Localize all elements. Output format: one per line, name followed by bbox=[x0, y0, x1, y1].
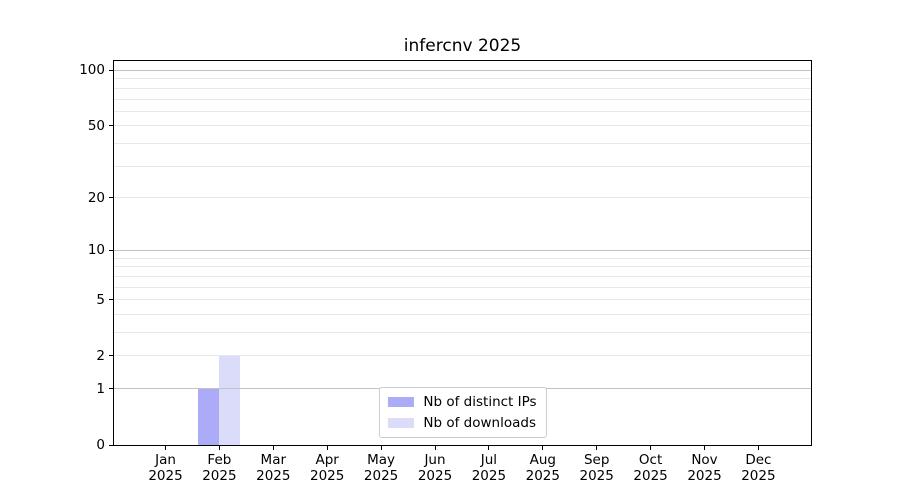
y-axis-tick bbox=[109, 444, 113, 446]
legend-label-distinct-ips: Nb of distinct IPs bbox=[423, 394, 537, 410]
x-tick-label: Jul 2025 bbox=[471, 452, 507, 484]
x-tick-label: Aug 2025 bbox=[525, 452, 560, 484]
gridline bbox=[114, 275, 811, 277]
gridline bbox=[114, 266, 811, 268]
x-axis-tick bbox=[704, 446, 705, 450]
x-tick-label: Feb 2025 bbox=[202, 452, 237, 484]
x-tick-label: Mar 2025 bbox=[256, 452, 291, 484]
x-tick-label: Sep 2025 bbox=[579, 452, 614, 484]
x-axis-tick bbox=[218, 446, 220, 450]
gridline bbox=[114, 165, 811, 167]
x-axis-tick bbox=[596, 446, 598, 450]
gridline bbox=[114, 69, 811, 71]
x-axis-tick bbox=[434, 446, 436, 450]
x-tick-label: May 2025 bbox=[363, 452, 399, 484]
plot-area: Nb of distinct IPs Nb of downloads 0 1 2 5 1… bbox=[79, 60, 812, 484]
gridline bbox=[114, 257, 811, 259]
y-tick-label: 10 bbox=[87, 242, 105, 259]
gridline bbox=[114, 143, 811, 145]
legend-row: Nb of distinct IPs bbox=[387, 394, 537, 410]
gridline bbox=[114, 299, 811, 301]
y-tick-label: 5 bbox=[96, 291, 105, 308]
x-axis-tick bbox=[165, 446, 166, 450]
gridline bbox=[114, 87, 811, 89]
legend-label-downloads: Nb of downloads bbox=[423, 415, 536, 431]
x-axis-tick bbox=[326, 446, 328, 450]
bar-distinct-ips bbox=[198, 388, 220, 445]
x-tick-label: Nov 2025 bbox=[687, 452, 722, 484]
legend: Nb of distinct IPs Nb of downloads bbox=[378, 387, 547, 438]
x-axis-tick bbox=[380, 446, 382, 450]
bar-downloads bbox=[219, 355, 241, 445]
x-axis-tick bbox=[542, 446, 544, 450]
x-tick-label: Jan 2025 bbox=[148, 452, 183, 484]
y-axis-tick bbox=[109, 197, 113, 199]
gridline bbox=[114, 249, 811, 251]
x-axis-tick bbox=[488, 446, 490, 450]
y-tick-label: 1 bbox=[96, 380, 105, 397]
x-axis-tick bbox=[272, 446, 274, 450]
legend-swatch-downloads bbox=[387, 418, 414, 428]
x-tick-label: Jun 2025 bbox=[417, 452, 453, 484]
y-tick-label: 50 bbox=[87, 117, 105, 134]
y-axis-tick bbox=[109, 125, 113, 127]
y-axis-tick bbox=[109, 249, 113, 251]
gridline bbox=[114, 355, 811, 357]
x-axis-tick bbox=[650, 446, 652, 450]
y-tick-label: 20 bbox=[87, 189, 105, 206]
y-axis-tick bbox=[109, 299, 113, 301]
y-axis-tick bbox=[109, 69, 113, 71]
y-tick-label: 100 bbox=[79, 62, 105, 79]
x-axis-tick bbox=[757, 446, 759, 450]
y-tick-label: 2 bbox=[96, 347, 105, 364]
gridline bbox=[114, 197, 811, 199]
gridline bbox=[114, 332, 811, 333]
legend-row: Nb of downloads bbox=[387, 415, 536, 431]
y-axis-tick bbox=[109, 355, 113, 357]
gridline bbox=[114, 313, 811, 315]
gridline bbox=[114, 110, 811, 112]
y-tick-label: 0 bbox=[96, 437, 105, 453]
gridline bbox=[114, 98, 811, 100]
x-tick-label: Apr 2025 bbox=[310, 452, 345, 484]
y-axis-tick bbox=[109, 388, 113, 390]
gridline bbox=[114, 286, 811, 288]
chart-title: infercnv 2025 bbox=[403, 36, 522, 56]
gridline bbox=[114, 125, 811, 127]
legend-swatch-distinct-ips bbox=[387, 397, 414, 407]
x-tick-label: Dec 2025 bbox=[741, 452, 776, 484]
x-tick-label: Oct 2025 bbox=[633, 452, 668, 484]
gridline bbox=[114, 78, 811, 80]
